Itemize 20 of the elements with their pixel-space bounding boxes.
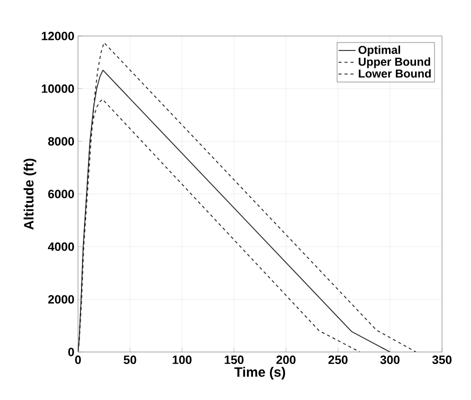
x-tick-label: 250	[328, 356, 348, 364]
y-tick-label: 0	[68, 348, 74, 356]
x-tick-label: 100	[172, 356, 192, 364]
x-tick-label: 50	[124, 356, 136, 364]
y-tick-label: 10000	[42, 84, 74, 93]
legend-label: Lower Bound	[358, 69, 431, 78]
y-tick-label: 2000	[48, 295, 74, 304]
y-axis-title: Altitude (ft)	[24, 158, 36, 230]
y-tick-label: 8000	[48, 137, 74, 146]
x-tick-label: 350	[432, 356, 452, 364]
x-tick-label: 150	[224, 356, 244, 364]
y-tick-label: 6000	[48, 190, 74, 198]
x-tick-label: 200	[276, 356, 296, 364]
legend-label: Upper Bound	[358, 57, 430, 68]
y-tick-label: 12000	[42, 32, 74, 40]
x-tick-label: 300	[380, 356, 400, 364]
x-axis-title: Time (s)	[234, 366, 286, 380]
legend-label: Optimal	[358, 46, 400, 56]
y-tick-label: 4000	[48, 242, 74, 251]
x-tick-label: 0	[75, 356, 81, 364]
